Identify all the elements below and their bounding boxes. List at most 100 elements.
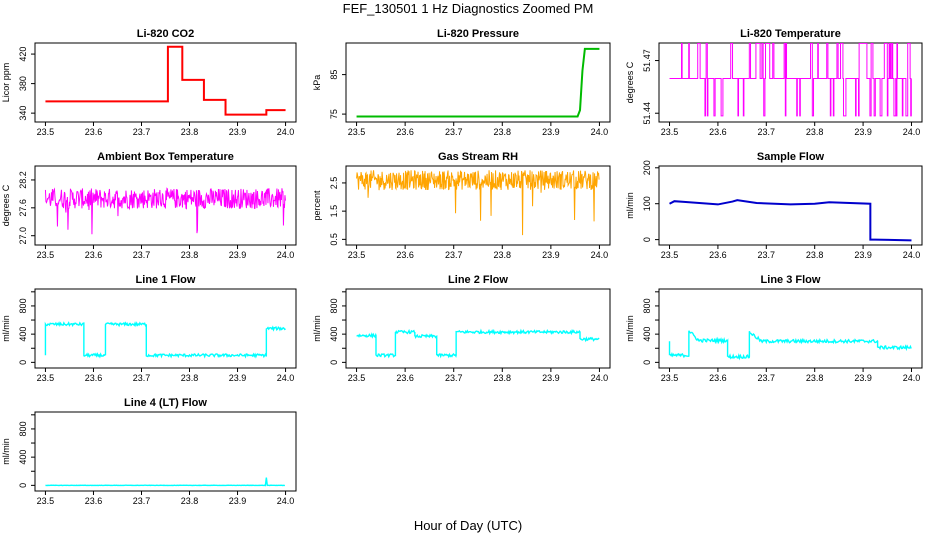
series-line: [668, 330, 912, 361]
plot-frame: [345, 288, 611, 369]
x-tick-label: 24.0: [277, 127, 295, 137]
x-axis-label: Hour of Day (UTC): [413, 518, 523, 533]
panel-li-820-temperature: Li-820 Temperature degrees C 23.5 23.6 23.7 2…: [625, 28, 923, 137]
plot-frame: [658, 288, 923, 369]
x-tick-label: 23.6: [709, 373, 727, 383]
x-tick-label: 23.5: [37, 127, 55, 137]
x-tick-label: 23.7: [445, 127, 463, 137]
x-tick-label: 23.8: [494, 250, 512, 260]
x-tick-label: 23.5: [37, 496, 55, 506]
y-tick-label: 51.44: [642, 102, 652, 125]
y-tick-label: 0: [329, 360, 339, 365]
x-tick-label: 23.5: [661, 250, 679, 260]
x-tick-label: 24.0: [591, 127, 609, 137]
y-tick-label: 800: [642, 298, 652, 313]
y-tick-label: 0: [642, 237, 652, 242]
x-tick-label: 23.7: [133, 250, 151, 260]
panel-title: Line 2 Flow: [448, 274, 508, 286]
y-axis-label: ml/min: [1, 315, 11, 342]
x-tick-label: 23.7: [758, 127, 776, 137]
y-axis-label: ml/min: [1, 438, 11, 465]
x-tick-label: 23.6: [396, 250, 414, 260]
panel-title: Line 3 Flow: [761, 274, 821, 286]
y-tick-label: 400: [18, 450, 28, 465]
panel-li-820-pressure: Li-820 Pressure kPa 23.5 23.6 23.7 23.8 23.9 24…: [312, 28, 611, 137]
panel-line-3-flow: Line 3 Flow ml/min 23.5 23.6 23.7 23.8 23.9 24.…: [625, 274, 923, 383]
x-tick-label: 23.7: [133, 496, 151, 506]
panel-sample-flow: Sample Flow ml/min 23.5 23.6 23.7 23.8 23.9 24.…: [625, 151, 923, 260]
y-tick-label: 75: [329, 109, 339, 119]
x-tick-label: 23.5: [348, 250, 366, 260]
x-tick-label: 24.0: [903, 373, 921, 383]
x-tick-label: 24.0: [277, 373, 295, 383]
y-tick-label: 0.5: [329, 233, 339, 246]
x-tick-label: 23.8: [494, 373, 512, 383]
x-tick-label: 23.5: [348, 373, 366, 383]
x-tick-label: 24.0: [903, 127, 921, 137]
y-tick-label: 27.0: [18, 227, 28, 245]
x-tick-label: 23.8: [181, 373, 199, 383]
y-axis-label: ml/min: [312, 315, 322, 342]
x-tick-label: 23.6: [709, 250, 727, 260]
panel-title: Li-820 Pressure: [437, 28, 519, 40]
panel-title: Li-820 Temperature: [740, 28, 841, 40]
x-tick-label: 23.5: [348, 127, 366, 137]
plot-frame: [34, 288, 297, 369]
y-tick-label: 800: [18, 421, 28, 436]
x-tick-label: 23.5: [661, 127, 679, 137]
main-title: FEF_130501 1 Hz Diagnostics Zoomed PM: [342, 1, 594, 16]
x-tick-label: 23.6: [85, 250, 103, 260]
series-line: [44, 321, 286, 359]
plot-frame: [34, 165, 297, 246]
series-line: [356, 328, 600, 359]
x-tick-label: 23.6: [85, 373, 103, 383]
x-tick-label: 23.9: [229, 373, 247, 383]
x-tick-label: 23.6: [85, 496, 103, 506]
y-tick-label: 400: [329, 327, 339, 342]
x-tick-label: 23.6: [709, 127, 727, 137]
y-tick-label: 2.5: [329, 177, 339, 190]
panel-ambient-box-temperature: Ambient Box Temperature degrees C 23.5 23.6…: [1, 151, 297, 260]
x-tick-label: 24.0: [591, 373, 609, 383]
x-tick-label: 23.8: [181, 250, 199, 260]
plot-frame: [658, 42, 923, 123]
panel-line-4-lt-flow: Line 4 (LT) Flow ml/min 23.5 23.6 23.7 23.8 23…: [1, 397, 297, 506]
y-tick-label: 100: [642, 196, 652, 211]
y-tick-label: 400: [18, 327, 28, 342]
x-tick-label: 23.8: [181, 496, 199, 506]
y-tick-label: 0: [18, 483, 28, 488]
x-tick-label: 23.8: [806, 127, 824, 137]
x-tick-label: 23.8: [806, 373, 824, 383]
panel-title: Gas Stream RH: [438, 151, 518, 163]
x-tick-label: 24.0: [277, 250, 295, 260]
panel-li-820-co2: Li-820 CO2 Licor ppm 23.5 23.6 23.7 23.8 23.9 2…: [1, 28, 297, 137]
x-tick-label: 23.7: [445, 250, 463, 260]
series-line: [669, 199, 912, 242]
y-tick-label: 400: [642, 327, 652, 342]
y-tick-label: 51.47: [642, 49, 652, 72]
x-tick-label: 23.7: [758, 373, 776, 383]
plot-frame: [345, 42, 611, 123]
x-tick-label: 23.8: [181, 127, 199, 137]
x-tick-label: 23.5: [661, 373, 679, 383]
x-tick-label: 23.9: [542, 127, 560, 137]
x-tick-label: 23.6: [85, 127, 103, 137]
y-tick-label: 0: [18, 360, 28, 365]
y-tick-label: 28.2: [18, 171, 28, 189]
y-axis-label: ml/min: [625, 315, 635, 342]
panel-title: Line 1 Flow: [136, 274, 196, 286]
x-tick-label: 23.9: [229, 250, 247, 260]
x-tick-label: 24.0: [277, 496, 295, 506]
x-tick-label: 23.8: [494, 127, 512, 137]
y-tick-label: 200: [642, 160, 652, 175]
y-tick-label: 380: [18, 76, 28, 91]
series-line: [44, 187, 286, 235]
series-line: [45, 477, 285, 487]
x-tick-label: 24.0: [591, 250, 609, 260]
x-tick-label: 24.0: [903, 250, 921, 260]
panel-title: Line 4 (LT) Flow: [124, 397, 207, 409]
series-line: [356, 170, 600, 236]
x-tick-label: 23.7: [133, 127, 151, 137]
panel-line-2-flow: Line 2 Flow ml/min 23.5 23.6 23.7 23.8 23.9 24.…: [312, 274, 611, 383]
